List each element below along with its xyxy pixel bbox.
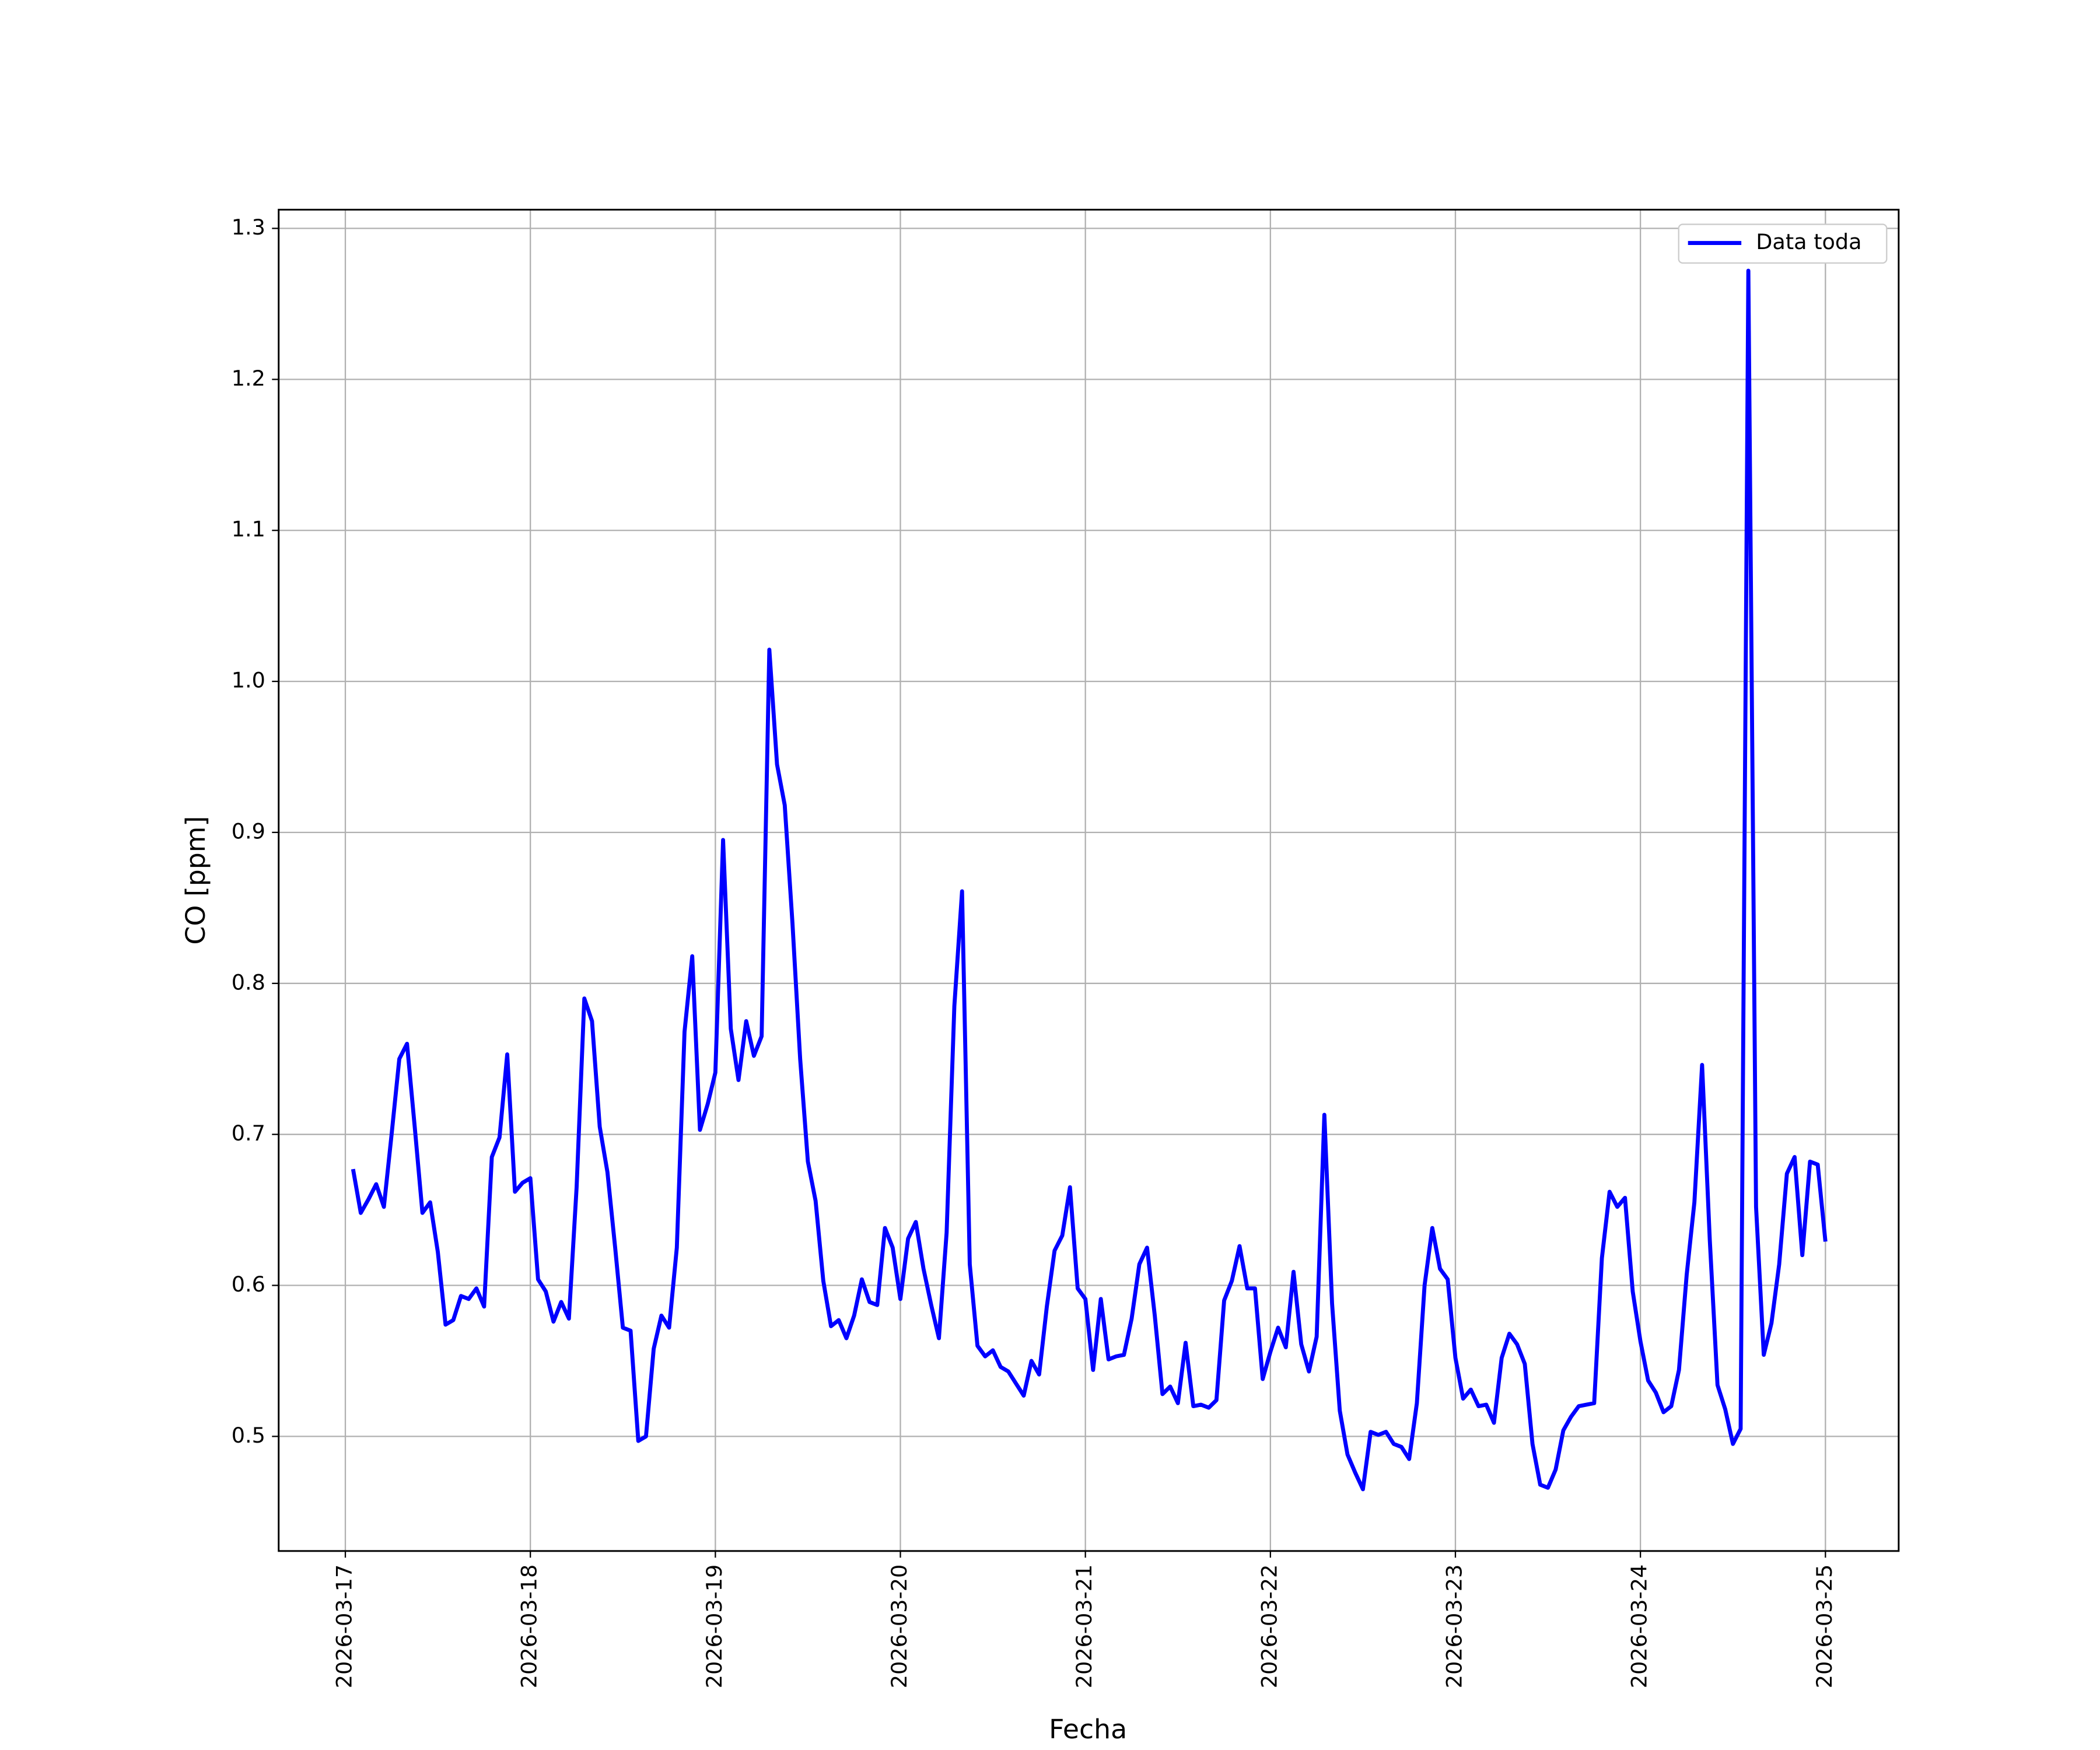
y-tick-label: 1.0 bbox=[232, 668, 265, 693]
y-tick-label: 0.8 bbox=[232, 970, 265, 995]
x-tick-label: 2026-03-24 bbox=[1627, 1564, 1652, 1688]
x-axis-label: Fecha bbox=[1049, 1714, 1127, 1745]
x-tick-label: 2026-03-21 bbox=[1072, 1564, 1097, 1688]
legend-box bbox=[1678, 223, 1888, 264]
x-tick-label: 2026-03-25 bbox=[1812, 1564, 1837, 1688]
x-tick-label: 2026-03-19 bbox=[702, 1564, 727, 1688]
x-tick-label: 2026-03-22 bbox=[1256, 1564, 1282, 1688]
plot-frame bbox=[278, 208, 1900, 1552]
x-tick-label: 2026-03-23 bbox=[1441, 1564, 1466, 1688]
data-line bbox=[351, 268, 1828, 1492]
y-axis-label: CO [ppm] bbox=[180, 816, 211, 945]
y-tick-label: 1.1 bbox=[232, 517, 265, 542]
y-tick-label: 0.5 bbox=[232, 1423, 265, 1448]
y-tick-label: 1.3 bbox=[232, 215, 265, 240]
y-tick-label: 0.6 bbox=[232, 1272, 265, 1297]
y-tick-label: 0.9 bbox=[232, 818, 265, 844]
legend-label: Data toda bbox=[1756, 229, 1861, 254]
x-tick-label: 2026-03-18 bbox=[517, 1564, 542, 1688]
x-tick-label: 2026-03-17 bbox=[332, 1564, 357, 1688]
y-tick-label: 1.2 bbox=[232, 366, 265, 391]
y-tick-label: 0.7 bbox=[232, 1121, 265, 1146]
x-tick-label: 2026-03-20 bbox=[887, 1564, 912, 1688]
